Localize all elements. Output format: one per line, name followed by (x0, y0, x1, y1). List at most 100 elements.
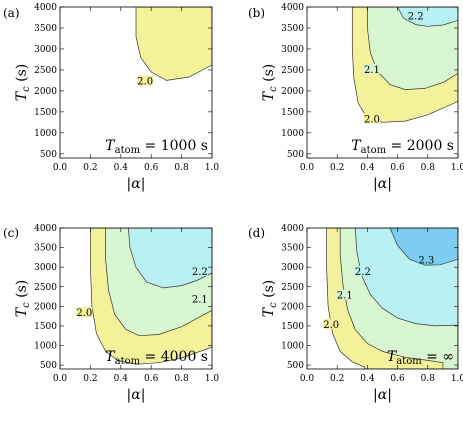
y-tick-label: 1500 (34, 108, 57, 118)
y-tick-label: 1000 (281, 129, 304, 139)
y-tick-label: 4000 (281, 3, 304, 13)
contour-label-bg (354, 266, 371, 277)
contour-panel: 0.0 0.2 0.4 0.6 0.8 1.0 500 1000 1500 2000 2500 300… (248, 3, 463, 192)
x-tick-label: 0.2 (83, 374, 97, 384)
y-tick-label: 4000 (34, 224, 57, 234)
y-tick-label: 2500 (281, 66, 304, 76)
y-tick-label: 2500 (34, 283, 57, 293)
contour-label-bg (407, 10, 424, 21)
contour-panel: 0.0 0.2 0.4 0.6 0.8 1.0 500 1000 1500 2000 2500 300… (248, 224, 463, 403)
x-axis-label: |α| (127, 387, 146, 403)
contour-label: 2.1 (337, 291, 353, 302)
plot-frame (306, 227, 459, 370)
contour-region-2-0 (135, 7, 212, 81)
x-tick-label: 0.8 (174, 163, 189, 173)
y-tick-label: 3000 (281, 45, 304, 55)
y-tick-label: 1500 (281, 108, 304, 118)
x-tick-label: 0.6 (390, 163, 405, 173)
y-tick-label: 2000 (281, 302, 304, 312)
x-tick-label: 1.0 (205, 163, 220, 173)
panel-label: (d) (248, 226, 265, 240)
y-tick-label: 2000 (34, 302, 57, 312)
contour-label-bg (191, 293, 208, 304)
tatom-annotation: Tatom = 2000 s (351, 138, 454, 156)
contour-label-bg (191, 266, 208, 277)
contour-panel: 0.0 0.2 0.4 0.6 0.8 1.0 500 1000 1500 2000 2500 300… (3, 224, 219, 403)
panel-label: (b) (248, 6, 265, 20)
panel-label: (a) (3, 6, 20, 20)
contour-label: 2.2 (408, 11, 424, 22)
contour-label: 2.2 (192, 267, 208, 278)
y-tick-label: 1500 (34, 322, 57, 332)
contour-label: 2.1 (364, 65, 380, 76)
x-tick-label: 0.2 (83, 163, 97, 173)
x-tick-label: 0.0 (53, 163, 68, 173)
x-tick-label: 0.6 (144, 374, 159, 384)
contour-label-bg (418, 254, 435, 265)
x-axis-label: |α| (127, 176, 146, 192)
contour-label-bg (323, 318, 340, 329)
x-axis-label: |α| (373, 387, 392, 403)
contour-panel: 0.0 0.2 0.4 0.6 0.8 1.0 500 1000 1500 2000 2500 300… (3, 3, 219, 192)
contour-label-bg (363, 63, 380, 74)
y-axis-label: Tc (s) (261, 280, 279, 318)
y-tick-label: 3500 (34, 244, 57, 254)
contour-region-2-3 (389, 228, 458, 266)
panel-label: (c) (3, 226, 19, 240)
y-tick-label: 3500 (281, 24, 304, 34)
x-tick-label: 0.8 (174, 374, 189, 384)
contour-label: 2.3 (418, 255, 434, 266)
y-axis-label: Tc (s) (14, 280, 32, 318)
y-tick-label: 500 (287, 361, 304, 371)
y-tick-label: 500 (287, 150, 304, 160)
y-tick-label: 3500 (281, 244, 304, 254)
plot-frame (59, 227, 213, 370)
x-tick-label: 0.0 (300, 163, 315, 173)
y-tick-label: 1500 (281, 322, 304, 332)
contour-region-2-1 (367, 7, 458, 90)
x-tick-label: 0.8 (421, 163, 436, 173)
y-tick-label: 500 (40, 150, 57, 160)
contour-label-bg (336, 289, 353, 300)
y-axis-label: Tc (s) (261, 64, 279, 102)
x-tick-label: 0.4 (114, 374, 129, 384)
x-tick-label: 0.6 (144, 163, 159, 173)
contour-label-bg (137, 75, 154, 86)
x-axis-label: |α| (373, 176, 392, 192)
contour-label-bg (76, 307, 93, 318)
contour-label: 2.0 (364, 114, 380, 125)
plot-frame (306, 6, 459, 159)
plot-frame (59, 6, 213, 159)
x-tick-label: 0.8 (421, 374, 436, 384)
y-axis-label: Tc (s) (14, 64, 32, 102)
tatom-annotation: Tatom = 4000 s (105, 349, 208, 367)
contour-label-bg (363, 113, 380, 124)
contour-label: 2.0 (137, 77, 153, 88)
x-tick-label: 0.6 (390, 374, 405, 384)
x-tick-label: 0.4 (114, 163, 129, 173)
contour-label: 2.0 (76, 308, 92, 319)
contour-label: 2.2 (355, 267, 371, 278)
y-tick-label: 3000 (34, 263, 57, 273)
y-tick-label: 2500 (34, 66, 57, 76)
y-tick-label: 2500 (281, 283, 304, 293)
y-tick-label: 3000 (34, 45, 57, 55)
x-tick-label: 1.0 (451, 374, 463, 384)
y-tick-label: 2000 (34, 87, 57, 97)
x-tick-label: 0.0 (53, 374, 68, 384)
tatom-annotation: Tatom = ∞ (387, 349, 454, 367)
contour-label: 2.0 (323, 320, 339, 331)
x-tick-label: 1.0 (451, 163, 463, 173)
x-tick-label: 0.2 (330, 374, 344, 384)
y-tick-label: 500 (40, 361, 57, 371)
tatom-annotation: Tatom = 1000 s (105, 138, 208, 156)
y-tick-label: 4000 (281, 224, 304, 234)
y-tick-label: 1000 (34, 342, 57, 352)
y-tick-label: 3000 (281, 263, 304, 273)
contour-label: 2.1 (192, 294, 208, 305)
y-tick-label: 3500 (34, 24, 57, 34)
y-tick-label: 1000 (281, 342, 304, 352)
x-tick-label: 1.0 (205, 374, 220, 384)
y-tick-label: 2000 (281, 87, 304, 97)
